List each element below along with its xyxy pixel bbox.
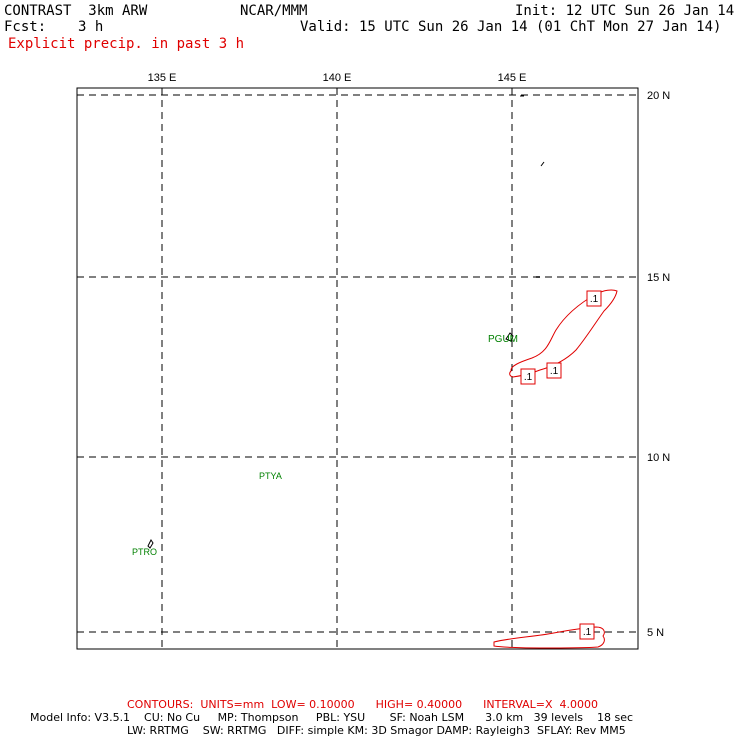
lon-label-135e: 135 E [148,72,177,84]
contour-label-box: .1 [546,362,562,379]
contour-label: .1 [550,366,559,377]
forecast-label: Fcst: [4,19,47,35]
contour-label-box: .1 [586,290,602,307]
station-label-ptya: PTYA [259,471,282,481]
map-frame [76,87,639,650]
model-info-line-1: Model Info: V3.5.1 CU: No Cu MP: Thompso… [30,711,634,724]
lon-label-140e: 140 E [323,72,352,84]
palau-coastline [147,539,154,549]
lat-label-15n: 15 N [647,272,670,284]
forecast-hour: 3 h [78,19,104,35]
contour-label: .1 [583,627,592,638]
guam-coastline [505,332,514,342]
precip-contour [493,626,605,649]
contour-label: .1 [524,372,533,383]
contour-label: .1 [590,294,599,305]
model-info-line-2: LW: RRTMG SW: RRTMG DIFF: simple KM: 3D … [127,724,626,737]
lat-label-5n: 5 N [647,627,664,639]
station-label-pgum: PGUM [488,334,518,345]
contour-label-box: .1 [520,368,536,385]
contour-label-box: .1 [579,623,595,640]
field-title: Explicit precip. in past 3 h [8,36,245,52]
center-label: NCAR/MMM [240,3,308,19]
lat-label-10n: 10 N [647,452,670,464]
lat-label-20n: 20 N [647,90,670,102]
station-label-ptro: PTRO [132,547,157,557]
model-title: CONTRAST 3km ARW [4,3,148,19]
island-mark [540,161,545,167]
valid-time: Valid: 15 UTC Sun 26 Jan 14 (01 ChT Mon … [300,19,722,35]
init-time: Init: 12 UTC Sun 26 Jan 14 [515,3,735,19]
contour-info: CONTOURS: UNITS=mm LOW= 0.10000 HIGH= 0.… [127,698,599,711]
lon-label-145e: 145 E [498,72,527,84]
